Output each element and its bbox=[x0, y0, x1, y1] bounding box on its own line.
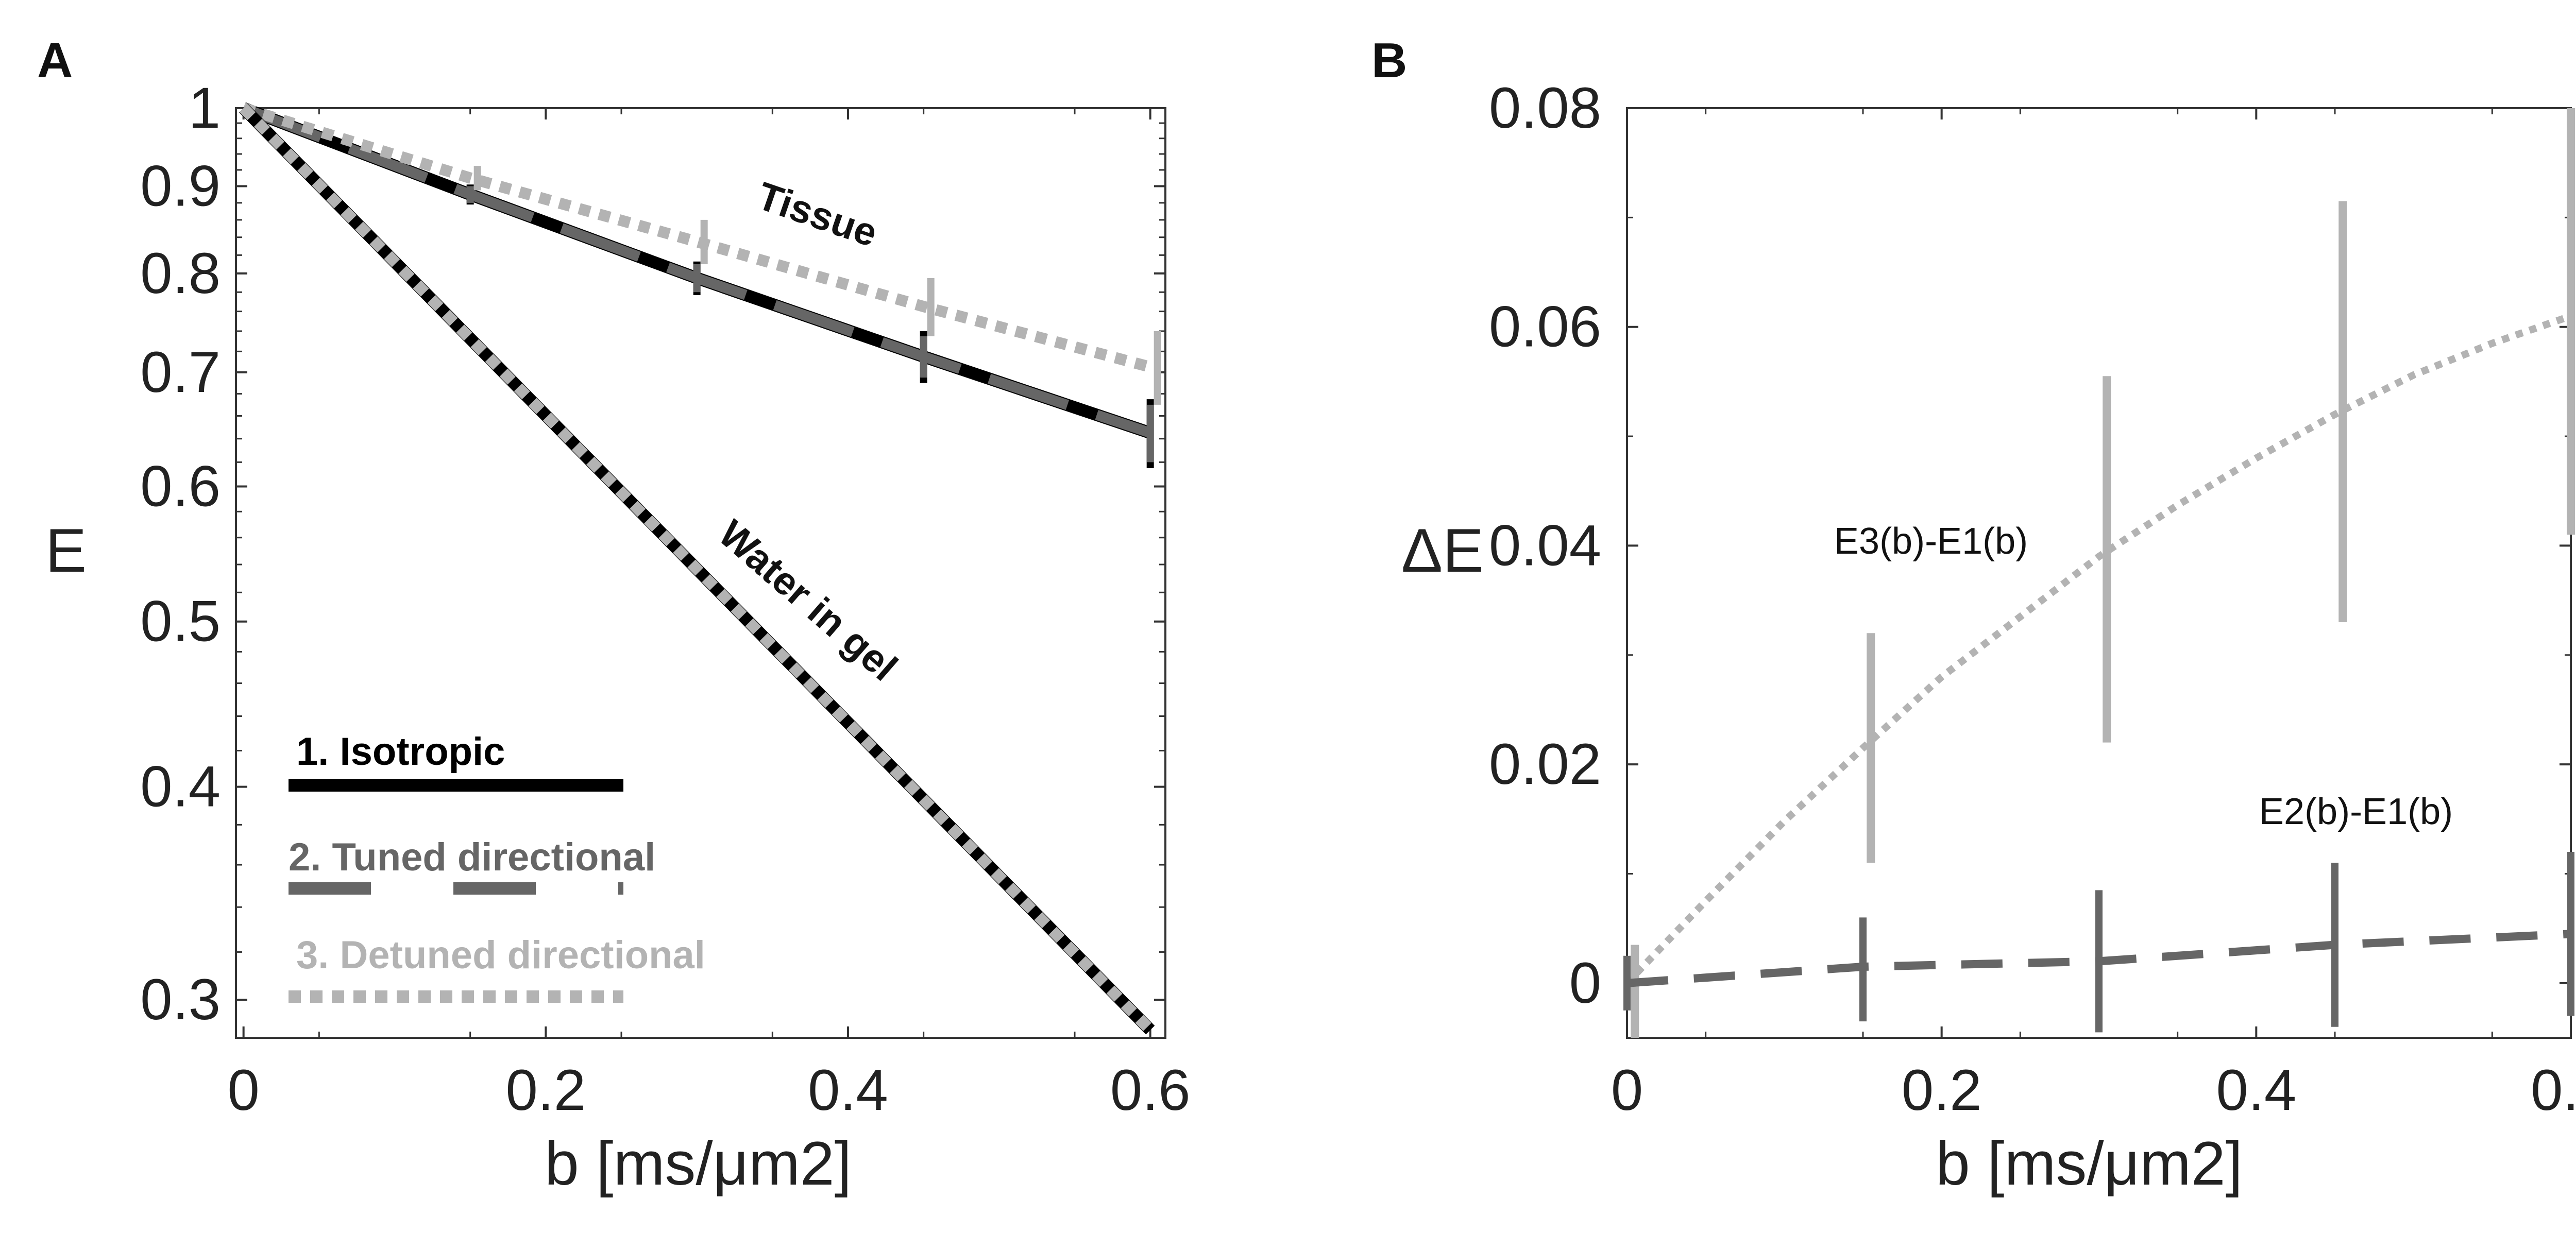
panel-a-ytick-label: 0.6 bbox=[140, 454, 221, 519]
panel-a-ytick-label: 0.3 bbox=[140, 967, 221, 1032]
panel-b-ytick-label: 0.06 bbox=[1489, 295, 1601, 359]
panel-a-letter: A bbox=[37, 33, 73, 88]
panel-a-frame bbox=[235, 107, 1166, 1039]
panel-a-ytick-label: 0.5 bbox=[140, 589, 221, 654]
panel-a-series-line bbox=[239, 104, 1155, 1034]
panel-a-ytick-label: 0.7 bbox=[140, 340, 221, 404]
panel-a-ytick-label: 0.8 bbox=[140, 241, 221, 305]
legend-label-isotropic: 1. Isotropic bbox=[296, 730, 505, 774]
e2-minus-e1-label: E2(b)-E1(b) bbox=[2259, 791, 2453, 832]
panel-b-ytick-label: 0.08 bbox=[1489, 76, 1601, 140]
panel-a-xtick-label: 0 bbox=[228, 1058, 260, 1122]
panel-a-ylabel: E bbox=[45, 516, 87, 585]
panel-a-xtick-label: 0.4 bbox=[808, 1058, 888, 1122]
panel-b-chart: 0 0.2 0.4 0.6 0 0.02 0.04 0.06 0.08 bbox=[1489, 76, 2576, 1122]
panel-b-series-line bbox=[1624, 312, 2572, 986]
e3-minus-e1-label: E3(b)-E1(b) bbox=[1834, 521, 2028, 562]
panel-b-xtick-label: 0.4 bbox=[2216, 1058, 2296, 1122]
panel-a-ytick-label: 0.9 bbox=[140, 154, 221, 218]
panel-a-xtick-label: 0.6 bbox=[1110, 1058, 1191, 1122]
legend-label-detuned: 3. Detuned directional bbox=[296, 933, 705, 977]
panel-a-series-line bbox=[242, 102, 1152, 373]
legend-label-tuned: 2. Tuned directional bbox=[289, 835, 655, 879]
panel-b-xtick-label: 0.6 bbox=[2531, 1058, 2576, 1122]
water-in-gel-label: Water in gel bbox=[710, 512, 906, 690]
panel-a-xtick-label: 0.2 bbox=[505, 1058, 586, 1122]
panel-a-legend: 1. Isotropic 2. Tuned directional 3. Det… bbox=[289, 730, 705, 1003]
panel-a-ytick-label: 0.4 bbox=[140, 755, 221, 819]
panel-b-xtick-label: 0 bbox=[1611, 1058, 1643, 1122]
panel-a-chart: 0 0.2 0.4 0.6 0.3 0.4 0.5 0.6 0.7 0.8 0.9 1 bbox=[140, 76, 1190, 1122]
panel-a-ytick-label: 1 bbox=[189, 76, 221, 140]
panel-b-series-line bbox=[1626, 930, 2571, 987]
panel-b-ytick-label: 0 bbox=[1569, 951, 1601, 1015]
panel-a-xlabel: b [ms/μm2] bbox=[545, 1129, 852, 1198]
panel-b-ytick-label: 0.04 bbox=[1489, 513, 1601, 577]
tissue-label: Tissue bbox=[752, 174, 883, 255]
panel-b-ytick-label: 0.02 bbox=[1489, 732, 1601, 796]
panel-b-xlabel: b [ms/μm2] bbox=[1936, 1129, 2243, 1198]
panel-b-ylabel: ΔE bbox=[1401, 516, 1484, 585]
panel-b-frame bbox=[1626, 107, 2572, 1039]
panel-b-xtick-label: 0.2 bbox=[1902, 1058, 1982, 1122]
panel-b-letter: B bbox=[1371, 33, 1407, 88]
